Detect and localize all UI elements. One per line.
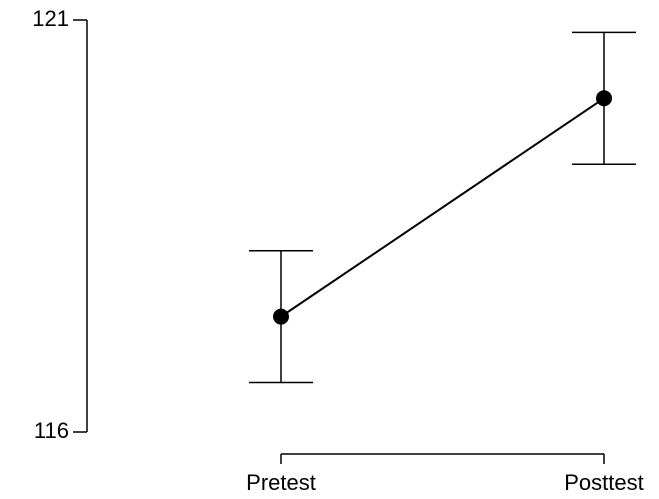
y-axis: 116 121	[32, 6, 88, 443]
x-tick-label: Posttest	[564, 470, 643, 495]
data-point	[273, 308, 289, 325]
series-group	[249, 31, 636, 384]
data-point	[596, 90, 612, 107]
series-line	[280, 97, 605, 318]
y-tick-label: 116	[34, 418, 69, 443]
x-axis: Pretest Posttest	[246, 453, 644, 495]
y-tick-label: 121	[32, 6, 69, 31]
x-tick-label: Pretest	[246, 470, 316, 495]
